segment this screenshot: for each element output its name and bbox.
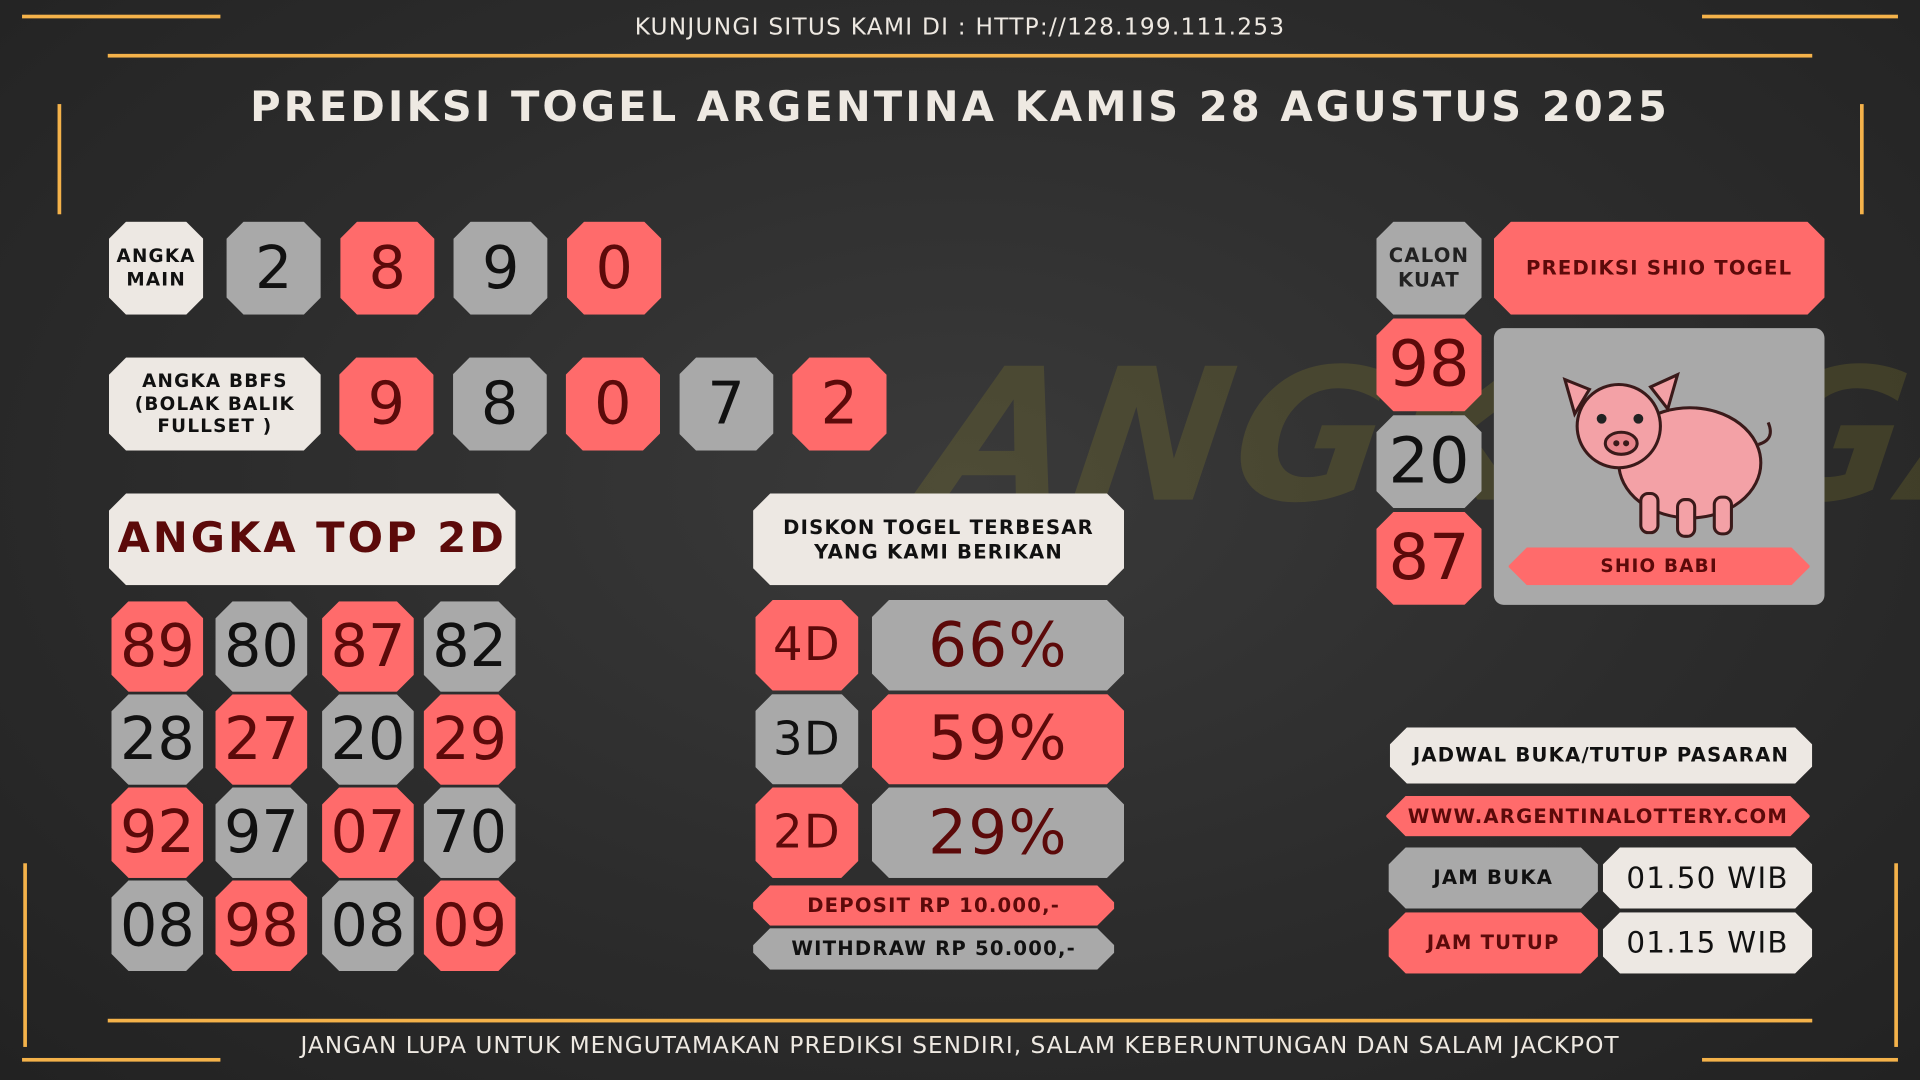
top2d-number: 70 [424,787,516,878]
pig-icon [1562,371,1772,538]
calon-number: 98 [1376,318,1481,411]
withdraw: WITHDRAW RP 50.000,- [753,928,1114,970]
top2d-number: 20 [322,694,414,785]
main-digit: 0 [567,222,661,315]
shio-name: SHIO BABI [1509,547,1810,585]
corner [1860,104,1864,215]
bbfs-digit: 7 [679,358,773,451]
main-digit: 8 [340,222,434,315]
notice: KUNJUNGI SITUS KAMI DI : HTTP://128.199.… [634,13,1286,41]
top2d-number: 09 [424,880,516,971]
bbfs-digit: 0 [566,358,660,451]
calon-number: 87 [1376,512,1481,605]
top2d-number: 08 [111,880,203,971]
shio-panel [1493,328,1825,605]
calon-number: 20 [1376,415,1481,508]
deposit: DEPOSIT RP 10.000,- [753,885,1114,925]
jam-buka-label: JAM BUKA [1389,847,1598,908]
bbfs-label: ANGKA BBFS (BOLAK BALIK FULLSET ) [109,358,321,451]
top2d-number: 07 [322,787,414,878]
diskon-value: 59% [872,694,1124,785]
top2d-title: ANGKA TOP 2D [109,493,516,585]
jam-tutup: 01.15 WIB [1603,912,1812,973]
main-label: ANGKA MAIN [109,222,203,315]
top2d-number: 98 [216,880,308,971]
top2d-number: 27 [216,694,308,785]
corner [1894,863,1898,1047]
calon-label: CALON KUAT [1376,222,1481,315]
corner [1702,14,1898,19]
bbfs-digit: 9 [339,358,433,451]
jadwal-title: JADWAL BUKA/TUTUP PASARAN [1390,727,1812,783]
top2d-number: 82 [424,601,516,692]
website: WWW.ARGENTINALOTTERY.COM [1386,796,1810,836]
jam-tutup-label: JAM TUTUP [1389,912,1598,973]
corner [22,14,221,19]
top2d-number: 28 [111,694,203,785]
top2d-number: 97 [216,787,308,878]
jam-buka: 01.50 WIB [1603,847,1812,908]
frame-line [107,1018,1813,1023]
diskon-value: 66% [872,600,1124,691]
top2d-number: 08 [322,880,414,971]
top2d-number: 80 [216,601,308,692]
bbfs-digit: 8 [452,358,546,451]
corner [1702,1057,1898,1062]
top2d-number: 92 [111,787,203,878]
frame-line [107,53,1813,58]
footer: JANGAN LUPA UNTUK MENGUTAMAKAN PREDIKSI … [300,1032,1620,1060]
diskon-title: DISKON TOGEL TERBESAR YANG KAMI BERIKAN [753,493,1124,585]
corner [22,1057,221,1062]
corner [23,863,27,1047]
top2d-number: 89 [111,601,203,692]
main-digit: 2 [227,222,321,315]
shio-title: PREDIKSI SHIO TOGEL [1494,222,1825,315]
diskon-value: 29% [872,787,1124,878]
bbfs-digit: 2 [792,358,886,451]
corner [57,104,62,215]
top2d-number: 29 [424,694,516,785]
diskon-game: 4D [756,600,859,691]
main-digit: 9 [454,222,548,315]
top2d-number: 87 [322,601,414,692]
diskon-game: 3D [756,694,859,785]
diskon-game: 2D [756,787,859,878]
title: PREDIKSI TOGEL ARGENTINA KAMIS 28 AGUSTU… [250,83,1670,133]
